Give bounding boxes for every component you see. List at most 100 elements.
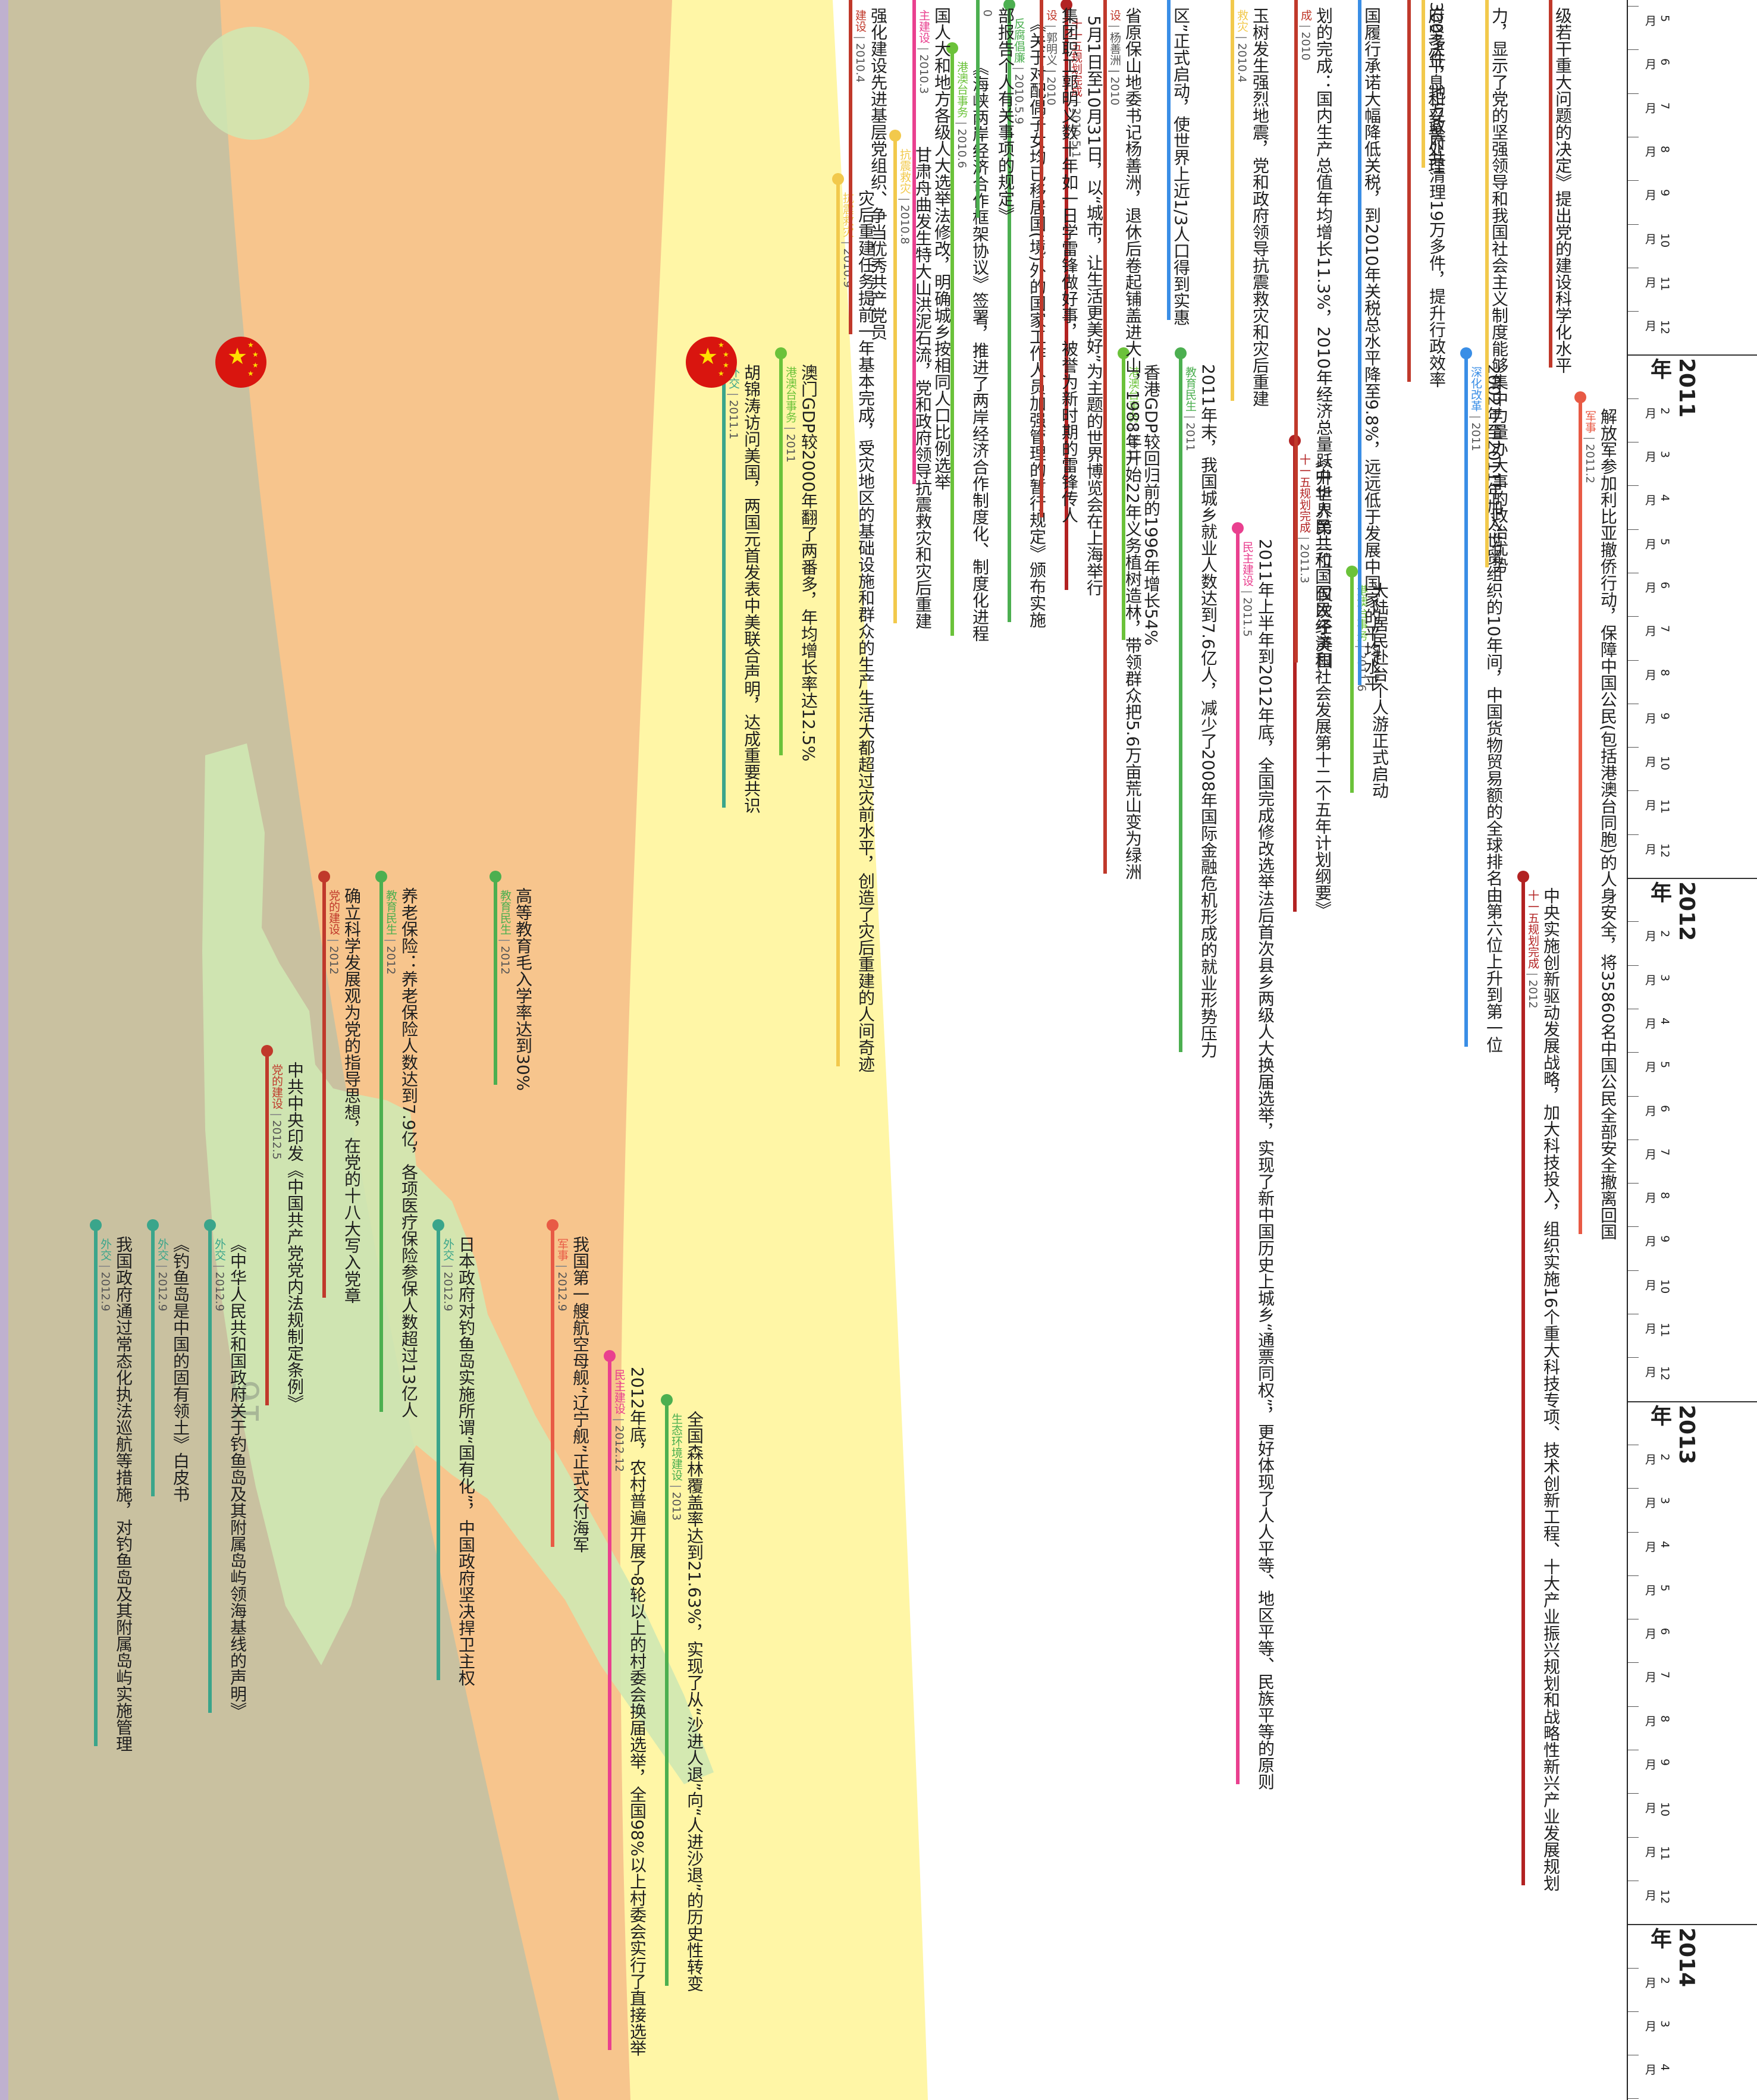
event-text: 《钓鱼岛是中国的固有领土》白皮书 [171,1236,190,1503]
event-text: 甘肃舟曲发生特大山洪泥石流，党和政府领导抗震救灾和灾后重建 [913,146,933,629]
event-dot [147,1219,159,1232]
month-tick: 9月 [1628,180,1671,200]
event-text: 养老保险：养老保险人数达到7.9亿，各项医疗保险参保人数超过13亿人 [399,887,419,1418]
month-label: 6月 [1643,581,1671,593]
event-bar [950,49,954,636]
event-category: 救灾 [1235,10,1248,32]
month-tick: 5月 [1628,2098,1639,2099]
event-date: 2011 [1184,422,1197,452]
event-dot [1175,347,1187,360]
time-axis: 5月 6月 7月 8月 9月 10月 11月 12月 2011年 2月 3月 4月 5月 6月 7月 8月 9月… [1627,0,1757,2100]
separator: | [784,426,797,431]
month-label: 5月 [1643,1061,1671,1073]
separator: | [384,938,397,943]
event-bar [1122,354,1125,641]
partial-event-entry: 划的完成：国内生产总值年均增长11.3%，2010年经济总量跃升世界第二位，仅次… [1294,0,1334,669]
event-entry: 我国第一艘航空母舰“辽宁舰”正式交付海军 军事 | 2012.9 [547,1219,590,1553]
event-meta: 生态环境建设 | 2013 [669,1401,684,1992]
event-category: 党的建设 [327,890,340,935]
separator: | [556,1264,569,1269]
month-label: 7月 [1643,102,1671,114]
event-meta: 十一五规划完成 | 2010.5.1 [1068,6,1084,596]
event-meta: 外交 | 2012.9 [98,1226,113,1752]
month-tick: 2月 [1628,1967,1671,1988]
partial-event-entry: 府坚决平息和妥善处理 [1422,0,1445,174]
event-text: 国履行承诺大幅降低关税，到2010年关税总水平降至9.8%，远远低于发展中国家的… [1362,7,1382,692]
separator: | [498,938,512,943]
separator: | [1235,36,1248,40]
event-meta: 军事 | 2011.2 [1582,398,1598,1240]
event-text: 部报告个人有关事项的规定》 [996,7,1015,224]
month-tick: 5月 [1628,6,1671,26]
event-bar [1464,354,1468,1047]
month-label: 9月 [1643,189,1671,201]
month-label: 8月 [1643,145,1671,157]
month-label: 11月 [1643,799,1671,814]
event-dot [1003,0,1015,11]
event-text: 《中华人民共和国政府关于钓鱼岛及其附属岛屿领海基线的声明》 [228,1236,247,1719]
event-category: 主建设 [917,10,930,43]
event-meta: 十一五规划完成 | 2012 [1525,878,1540,1891]
event-meta: 港澳台事务 | 2010.6 [954,49,970,642]
event-text: 国人大和地方各级人大选举法修改，明确城乡按相同人口比例选举 [932,7,952,490]
event-entry: 养老保险：养老保险人数达到7.9亿，各项医疗保险参保人数超过13亿人 教育民生 | 2… [375,871,419,1418]
event-text: 解放军参加利比亚撤侨行动，保障中国公民(包括港澳台同胞)的人身安全，将35860… [1598,407,1618,1240]
event-text: 中央实施创新驱动发展战略，加大科技投入，组织实施16个重大科技专项、技术创新工程… [1541,887,1561,1891]
event-dot [1118,347,1130,360]
event-entry: 《中华人民共和国国民经济和社会发展第十二个五年计划纲要》 十一五规划完成 | 2011… [1289,435,1332,918]
event-entry: 《钓鱼岛是中国的固有领土》白皮书 外交 | 2012.9 [147,1219,190,1503]
event-bar [151,1226,155,1497]
month-label: 7月 [1643,625,1671,637]
month-label: 2月 [1643,1976,1671,1988]
month-label: 5月 [1643,1584,1671,1596]
separator: | [1469,415,1482,419]
month-label: 5月 [1643,538,1671,550]
event-bar [1579,398,1582,1234]
event-dot [1460,347,1472,360]
event-text: 强化建设先进基层党组织、争当优秀共产党员 [868,7,888,340]
partial-event-entry: 力，显示了党的坚强领导和我国社会主义制度能够集中力量办大事的政治优势 [1485,0,1509,573]
separator: | [270,1113,283,1117]
event-text: 日本政府对钓鱼岛实施所谓“国有化”，中国政府坚决捍卫主权 [456,1236,476,1687]
month-label: 10月 [1643,233,1671,247]
event-meta: 深化改革 | 2011 [1468,354,1483,1053]
event-entry: 日本政府对钓鱼岛实施所谓“国有化”，中国政府坚决捍卫主权 外交 | 2012.9 [432,1219,476,1687]
event-dot [490,871,501,883]
month-tick: 8月 [1628,1183,1671,1203]
event-dot [1517,871,1529,883]
month-label: 4月 [1643,494,1671,506]
event-meta: 反腐倡廉 | 2010.5.9 [1011,6,1027,628]
event-category: 外交 [213,1238,226,1261]
event-date: 2012.12 [613,1425,626,1473]
separator: | [1127,426,1140,431]
event-category: 生态环境建设 [670,1412,683,1481]
month-label: 4月 [1643,1540,1671,1552]
event-text: 划的完成：国内生产总值年均增长11.3%，2010年经济总量跃升世界第二位，仅次… [1314,7,1334,669]
month-label: 2月 [1643,1453,1671,1465]
event-dot [547,1219,559,1232]
event-bar [836,180,840,1067]
separator: | [1044,24,1058,29]
separator: | [1241,589,1254,594]
partial-event-entry: 玉树发生强烈地震，党和政府领导抗震救灾和灾后重建 救灾 | 2010.4 [1231,0,1270,407]
event-text: 力，显示了党的坚强领导和我国社会主义制度能够集中力量办大事的政治优势 [1489,7,1509,573]
month-tick: 10月 [1628,1270,1671,1294]
event-date: 2010.5.1 [1069,108,1083,159]
event-date: 2012 [498,946,512,975]
month-tick: 5月 [1628,1575,1671,1596]
month-label: 10月 [1643,1279,1671,1294]
partial-event-entry: 国人大和地方各级人大选举法修改，明确城乡按相同人口比例选举 主建设 | 2010.3 [912,0,952,490]
partial-event-entry: 强化建设先进基层党组织、争当优秀共产党员 建设 | 2010.4 [849,0,888,340]
event-date: 2010.6 [955,128,968,169]
event-meta: 党的建设 | 2012.5 [269,1052,284,1411]
event-text: 灾后重建任务提前一年基本完成，受灾地区的基础设施和群众的生产生活大都超过灾前水平… [856,190,876,1073]
event-bar [722,354,726,808]
month-label: 12月 [1643,843,1671,858]
event-entry: 我国政府通过常态化执法巡航等措施，对钓鱼岛及其附属岛屿实施管理 外交 | 2012.9 [90,1219,133,1752]
event-dot [318,871,330,883]
month-label: 11月 [1643,1323,1671,1338]
event-date: 郭明义 | 2010 [1044,32,1058,106]
sun-shape [196,27,309,140]
event-date: 2012.5 [270,1120,283,1160]
event-date: 2012 [1526,980,1539,1009]
